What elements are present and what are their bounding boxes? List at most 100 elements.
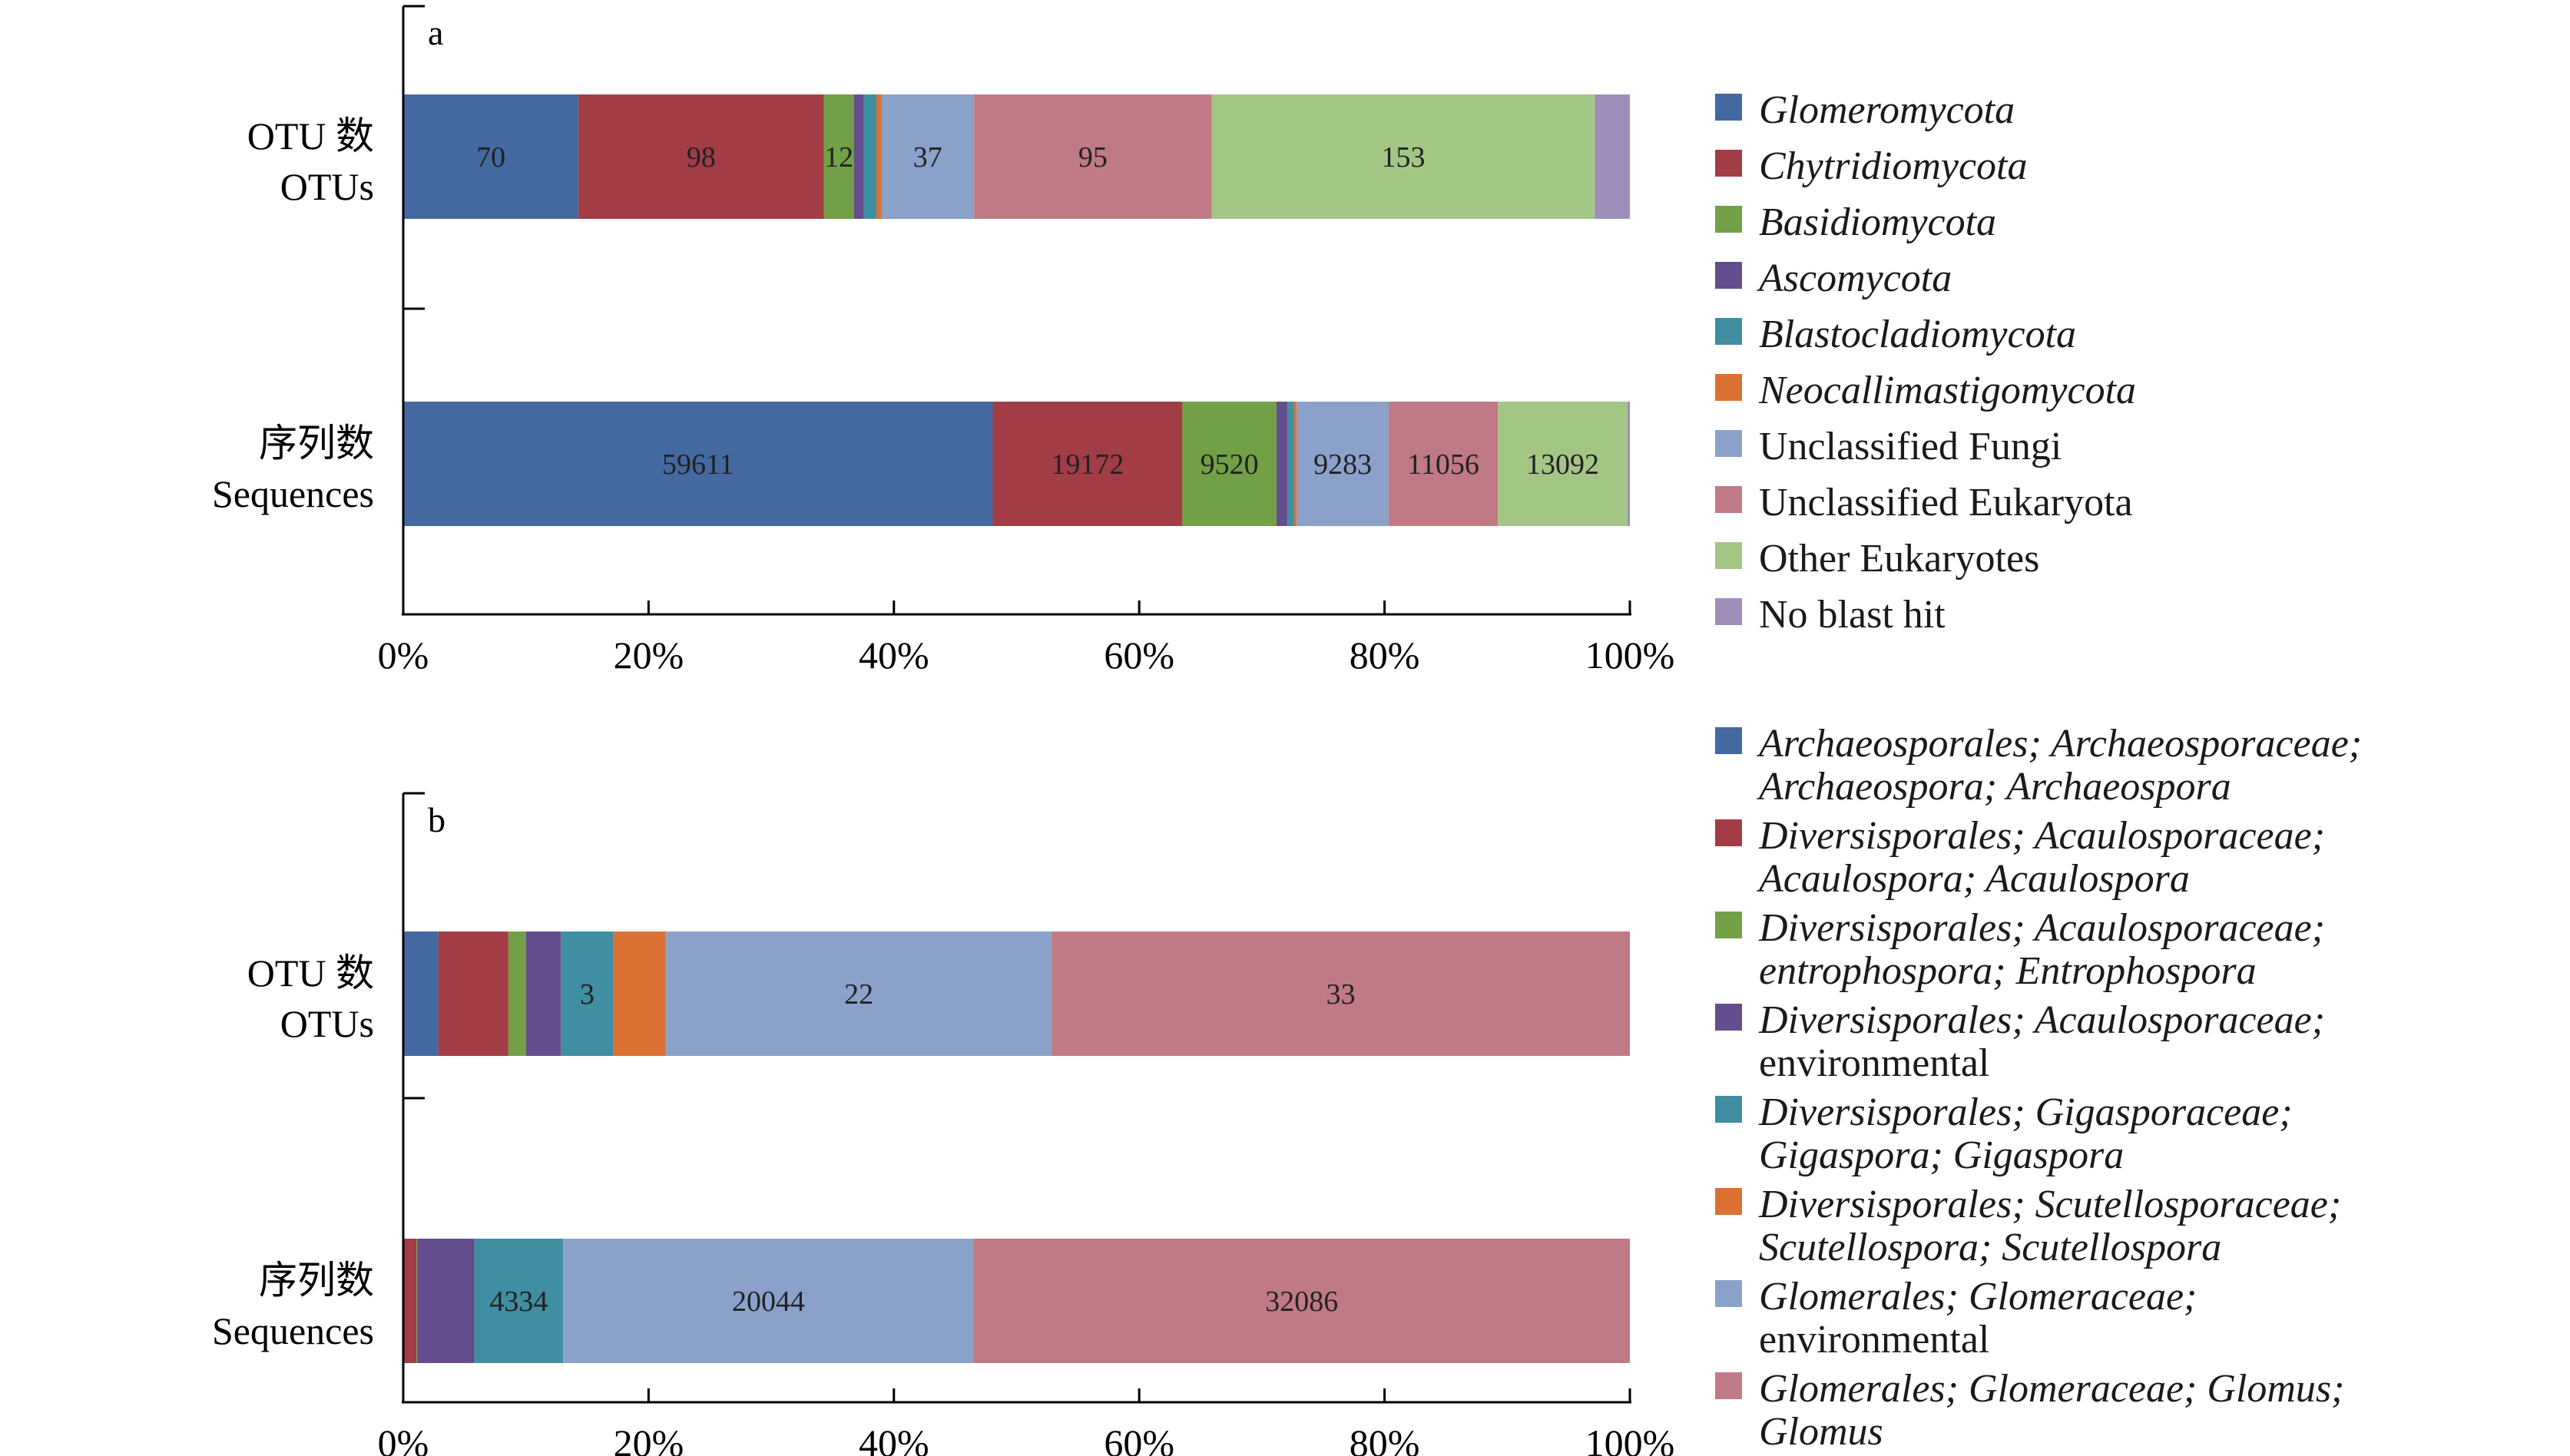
data-label: 9283 — [1313, 448, 1372, 481]
bar-segment — [474, 1239, 564, 1363]
bar-segment — [563, 1239, 974, 1363]
data-label: 9520 — [1201, 448, 1259, 481]
bar-segment — [438, 932, 508, 1056]
legend-swatch — [1715, 486, 1742, 513]
bar-segment — [666, 932, 1052, 1056]
category-label-secondary: OTUs — [280, 1002, 374, 1045]
x-tick-label: 100% — [1585, 634, 1675, 677]
legend-swatch — [1715, 727, 1742, 754]
legend-entry-label: environmental — [1759, 1041, 1989, 1085]
x-tick-label: 20% — [614, 1421, 684, 1456]
bar-segment — [403, 932, 439, 1056]
bar-segment — [1297, 402, 1389, 526]
legend-entry-label: Acaulospora; Acaulospora — [1757, 857, 2190, 901]
legend-swatch — [1715, 1280, 1742, 1307]
bar-segment — [1627, 402, 1630, 526]
category-label-primary: OTU 数 — [247, 951, 374, 994]
legend-entry-label: Glomerales; Glomeraceae; — [1759, 1275, 2197, 1319]
data-label: 20044 — [732, 1286, 805, 1318]
bar-segment — [403, 402, 993, 526]
legend-entry-label: Diversisporales; Scutellosporaceae; — [1758, 1183, 2341, 1226]
legend-swatch — [1715, 1004, 1742, 1031]
bar-segment — [823, 94, 854, 219]
bar-segment — [508, 932, 526, 1056]
legend-swatch — [1715, 819, 1742, 846]
category-label-secondary: OTUs — [280, 165, 374, 208]
legend-entry-label: Diversisporales; Gigasporaceae; — [1758, 1090, 2293, 1134]
legend-swatch — [1715, 318, 1742, 345]
legend-entry-label: Unclassified Eukaryota — [1759, 481, 2133, 524]
bar-segment — [876, 94, 882, 219]
bar-segment — [1211, 94, 1595, 219]
legend-entry-label: Glomeromycota — [1759, 88, 2015, 132]
bar-segment — [403, 94, 579, 219]
bar-segment — [1498, 402, 1628, 526]
legend-entry-label: Diversisporales; Acaulosporaceae; — [1758, 998, 2325, 1042]
legend-swatch — [1715, 1096, 1742, 1123]
data-label: 98 — [687, 141, 716, 174]
bar-segment — [1182, 402, 1277, 526]
legend-swatch — [1715, 206, 1742, 233]
data-label: 12 — [824, 141, 853, 174]
data-label: 32086 — [1265, 1286, 1338, 1318]
category-label-secondary: Sequences — [212, 472, 374, 515]
legend-entry-label: Neocallimastigomycota — [1758, 369, 2136, 412]
x-tick-label: 0% — [378, 1421, 429, 1456]
bar-segment — [613, 932, 667, 1056]
legend-swatch — [1715, 1372, 1742, 1399]
bar-segment — [863, 94, 876, 219]
category-label-primary: 序列数 — [259, 422, 374, 465]
legend-entry-label: Chytridiomycota — [1759, 144, 2028, 188]
bar-segment — [1287, 402, 1295, 526]
x-tick-label: 60% — [1104, 1421, 1174, 1456]
legend-swatch — [1715, 430, 1742, 457]
legend-entry-label: Archaeospora; Archaeospora — [1757, 765, 2231, 809]
data-label: 11056 — [1407, 448, 1479, 481]
bar-segment — [973, 1239, 1630, 1363]
legend-entry-label: environmental — [1759, 1318, 1989, 1362]
bar-segment — [561, 932, 614, 1056]
x-tick-label: 80% — [1350, 1421, 1420, 1456]
panel-label: a — [428, 13, 443, 52]
legend-entry-label: Diversisporales; Acaulosporaceae; — [1758, 814, 2325, 858]
x-tick-label: 0% — [378, 634, 429, 677]
panel-b: b 3 22 33 OTU 数 OTUs 4334 20044 32086 序列数 Sequence… — [212, 722, 2362, 1456]
legend-entry-label: Scutellospora; Scutellospora — [1759, 1226, 2221, 1269]
data-label: 59611 — [662, 448, 734, 481]
bar-segment — [1276, 402, 1288, 526]
data-label: 153 — [1382, 141, 1426, 174]
category-label-primary: 序列数 — [259, 1259, 374, 1302]
legend-entry-label: Blastocladiomycota — [1759, 313, 2076, 356]
legend-swatch — [1715, 542, 1742, 569]
data-label: 13092 — [1526, 448, 1599, 481]
data-label: 95 — [1078, 141, 1108, 174]
category-label-secondary: Sequences — [212, 1309, 374, 1352]
data-label: 37 — [913, 141, 942, 174]
panel-label: b — [428, 800, 445, 839]
data-label: 33 — [1326, 978, 1356, 1011]
bar-segment — [404, 1239, 417, 1363]
legend-swatch — [1715, 374, 1742, 401]
legend-entry-label: Glomus — [1759, 1410, 1883, 1454]
data-label: 19172 — [1051, 448, 1124, 481]
legend-swatch — [1715, 94, 1742, 121]
legend-entry-label: Unclassified Fungi — [1759, 425, 2062, 468]
legend-entry-label: No blast hit — [1759, 593, 1946, 637]
x-tick-label: 40% — [859, 1421, 929, 1456]
bar-segment — [578, 94, 824, 219]
legend-entry-label: Ascomycota — [1757, 256, 1952, 300]
bar-segment — [1388, 402, 1499, 526]
data-label: 3 — [580, 978, 594, 1011]
bar-segment — [853, 94, 864, 219]
x-tick-label: 60% — [1104, 634, 1174, 677]
legend-entry-label: Diversisporales; Acaulosporaceae; — [1758, 906, 2325, 950]
legend-swatch — [1715, 150, 1742, 177]
legend-swatch — [1715, 912, 1742, 938]
x-tick-label: 100% — [1585, 1421, 1675, 1456]
bar-segment — [974, 94, 1212, 219]
legend-entry-label: entrophospora; Entrophospora — [1759, 949, 2257, 993]
data-label: 4334 — [489, 1286, 548, 1318]
legend-swatch — [1715, 262, 1742, 289]
legend-swatch — [1715, 1188, 1742, 1215]
